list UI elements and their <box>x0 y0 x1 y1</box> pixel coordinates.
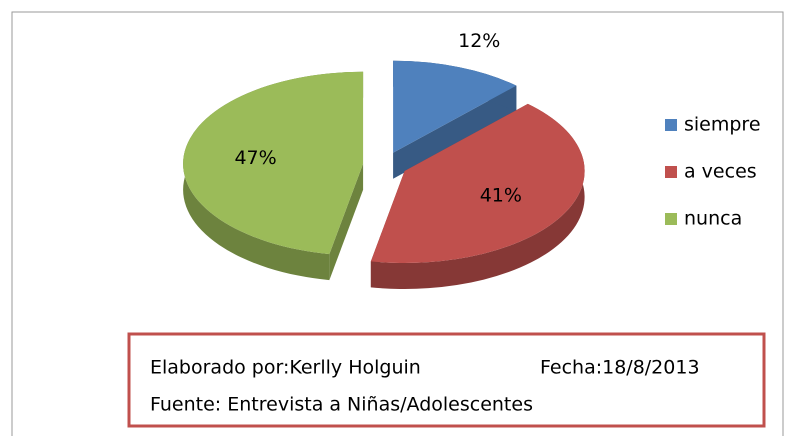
legend-swatch <box>665 166 677 178</box>
slice-cut-face <box>329 163 364 281</box>
pie-slice <box>393 60 517 153</box>
slice-cut-face <box>393 85 517 179</box>
note-box <box>127 332 766 428</box>
legend-label: a veces <box>684 161 757 183</box>
pie-slice <box>370 103 585 263</box>
legend-swatch <box>665 119 677 131</box>
data-label: 12% <box>458 30 500 52</box>
note-date: Fecha:18/8/2013 <box>540 357 700 379</box>
legend-label: siempre <box>684 114 761 136</box>
note-source: Fuente: Entrevista a Niñas/Adolescentes <box>150 394 533 416</box>
data-label: 41% <box>480 185 522 207</box>
data-label: 47% <box>234 147 276 169</box>
note-author: Elaborado por:Kerlly Holguin <box>150 357 421 379</box>
pie-slice <box>183 71 364 255</box>
legend-label: nunca <box>684 208 742 230</box>
legend-swatch <box>665 213 677 225</box>
slice-side <box>370 103 585 289</box>
